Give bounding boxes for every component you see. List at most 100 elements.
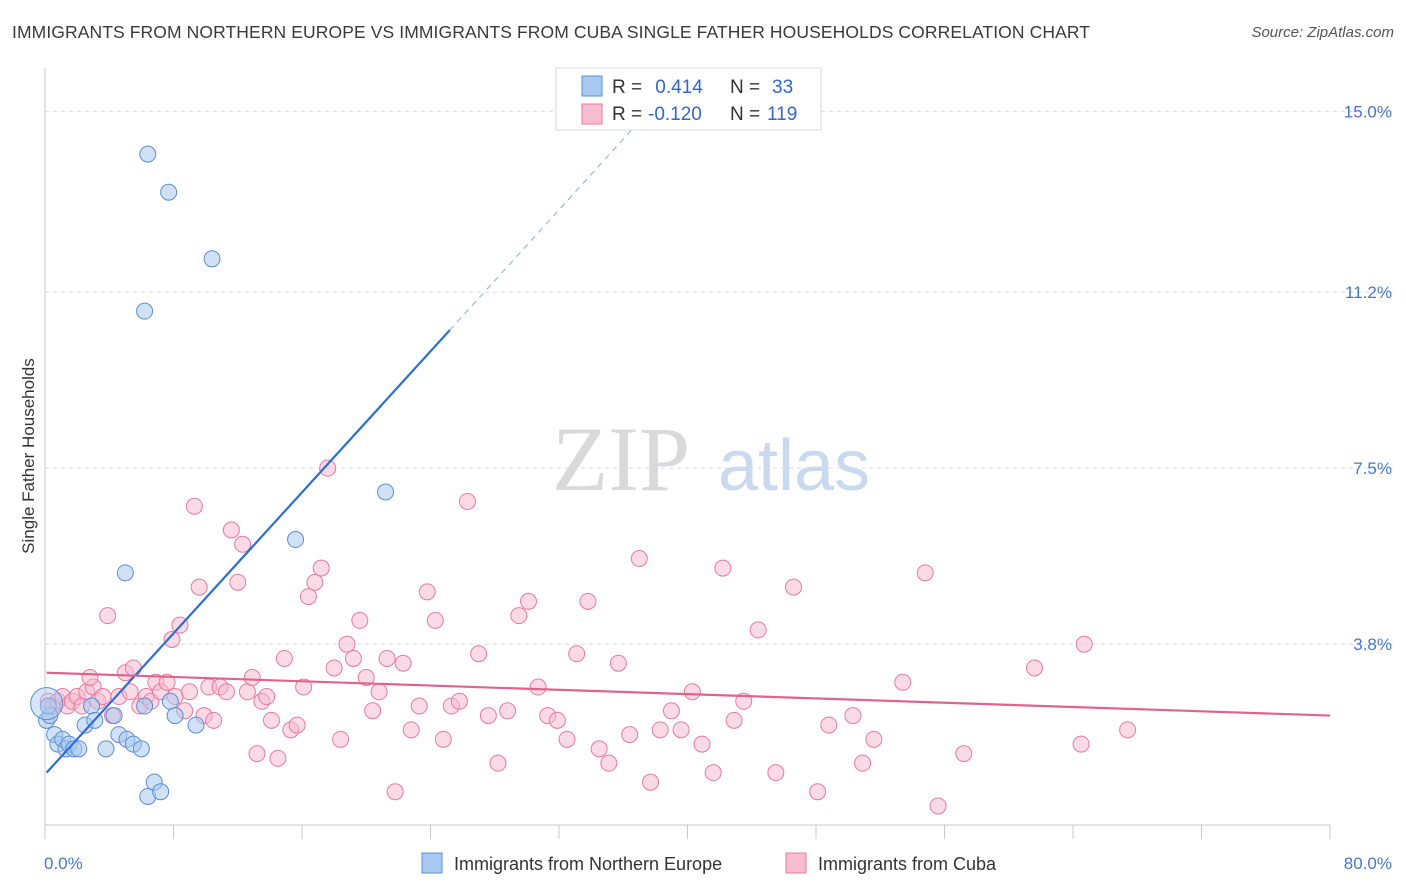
northern-europe-point [136,302,154,320]
bottom-legend-label-blue: Immigrants from Northern Europe [454,854,722,874]
cuba-point [121,683,139,701]
series-legend: Immigrants from Northern Europe Immigran… [421,852,997,874]
cuba-point [402,721,420,739]
northern-europe-point [105,707,123,725]
bottom-legend-swatch-blue [421,852,443,874]
cuba-point [600,754,618,772]
cuba-point [275,649,293,667]
cuba-point [238,683,256,701]
cuba-point [489,754,507,772]
cuba-point [410,697,428,715]
cuba-point [378,649,396,667]
correlation-legend: R = 0.414 N = 33 R = -0.120 N = 119 [555,67,822,131]
cuba-point [662,702,680,720]
bottom-legend-swatch-pink [785,852,807,874]
cuba-point [370,683,388,701]
northern-europe-point [287,531,305,549]
cuba-point [81,669,99,687]
cuba-points [39,459,1137,815]
cuba-point [548,711,566,729]
cuba-point [243,669,261,687]
cuba-point [590,740,608,758]
cuba-point [312,559,330,577]
cuba-point [262,711,280,729]
cuba-point [394,654,412,672]
legend-r-label-blue: R = [612,77,642,98]
source-credit: Source: ZipAtlas.com [1251,24,1394,41]
cuba-point [683,683,701,701]
cuba-point [844,707,862,725]
cuba-point [749,621,767,639]
cuba-point [364,702,382,720]
cuba-point [735,692,753,710]
cuba-point [714,559,732,577]
cuba-point [222,521,240,539]
northern-europe-point [139,145,157,163]
cuba-point [288,716,306,734]
cuba-point [672,721,690,739]
cuba-point [185,497,203,515]
cuba-point [351,611,369,629]
northern-europe-point [97,740,115,758]
cuba-point [295,678,313,696]
cuba-point [357,669,375,687]
cuba-point [258,688,276,706]
northern-europe-points [30,145,395,805]
cuba-point [809,783,827,801]
cuba-point [1119,721,1137,739]
cuba-point [558,730,576,748]
legend-swatch-pink [581,103,603,125]
y-tick-label: 7.5% [1353,459,1392,478]
cuba-point [510,607,528,625]
cuba-point [418,583,436,601]
cuba-point [693,735,711,753]
northern-europe-point [83,697,101,715]
northern-europe-point [39,697,57,715]
northern-europe-point-cluster [30,687,64,721]
trend-lines [45,115,1331,774]
northern-europe-point [132,740,150,758]
cuba-point [218,683,236,701]
cuba-point [529,678,547,696]
cuba-point [158,673,176,691]
cuba-point [386,783,404,801]
cuba-point [894,673,912,691]
cuba-point [630,550,648,568]
y-tick-label: 3.8% [1353,635,1392,654]
cuba-point [299,588,317,606]
cuba-point [163,630,181,648]
cuba-point [1072,735,1090,753]
cuba-point [820,716,838,734]
cuba-point [1075,635,1093,653]
watermark-atlas: atlas [718,426,870,506]
cuba-point [704,764,722,782]
legend-n-value-pink: 119 [767,104,797,125]
y-tick-label: 11.2% [1345,283,1392,302]
cuba-trend-line [46,671,1331,717]
northern-europe-point [187,716,205,734]
legend-r-label-pink: R = [612,104,642,125]
bottom-legend-label-pink: Immigrants from Cuba [818,854,997,874]
northern-europe-trend-extension [449,115,645,331]
cuba-point [325,659,343,677]
cuba-point [124,659,142,677]
x-tick-label-max: 80.0% [1344,854,1392,873]
northern-europe-point [136,697,154,715]
cuba-point [99,607,117,625]
cuba-point [579,592,597,610]
cuba-point [434,730,452,748]
cuba-point [248,745,266,763]
cuba-point [479,707,497,725]
y-tick-labels: 3.8% 7.5% 11.2% 15.0% [1344,102,1392,654]
cuba-point [854,754,872,772]
chart-title: IMMIGRANTS FROM NORTHERN EUROPE VS IMMIG… [12,22,1091,42]
cuba-point [181,683,199,701]
northern-europe-point [377,483,395,501]
legend-n-value-blue: 33 [772,77,793,98]
cuba-point [338,635,356,653]
legend-r-value-blue: 0.414 [650,77,703,98]
cuba-point [190,578,208,596]
legend-n-label-blue: N = [730,77,760,98]
cuba-point [767,764,785,782]
